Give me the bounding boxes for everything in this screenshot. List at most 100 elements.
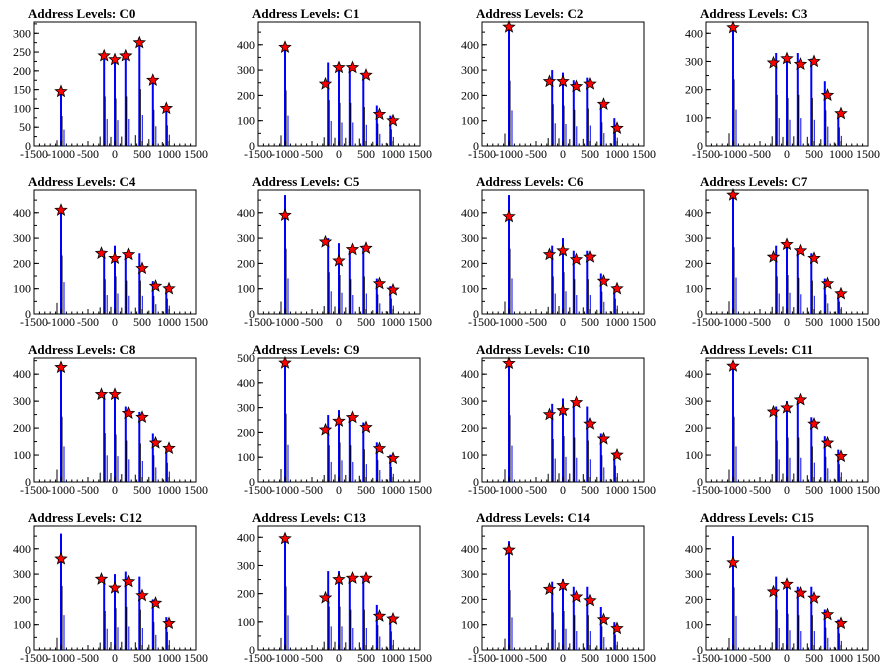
histogram-peak [786, 401, 788, 482]
x-tick-label: 0 [784, 483, 790, 497]
peak-marker [97, 48, 111, 62]
peak-marker [766, 584, 781, 598]
histogram-peak [837, 619, 840, 650]
y-tick-label: 0 [473, 139, 479, 153]
x-tick-label: -500 [749, 147, 771, 161]
histogram-peak [551, 70, 554, 146]
peak-marker [121, 574, 136, 588]
histogram-peak [613, 286, 616, 314]
y-tick-label: 200 [461, 592, 479, 606]
peak-marker [610, 621, 624, 635]
chart-plot: 0 100 200 300 400 -1500 -1000 -500 0 500 1000 1500 [13, 357, 208, 497]
chart-panel: Address Levels: C9 0 100 200 300 400 500 -1500-… [224, 336, 448, 504]
peak-marker [345, 571, 360, 584]
chart-title: Address Levels: C5 [252, 174, 360, 189]
peak-marker [372, 107, 387, 121]
peak-marker [583, 76, 597, 90]
histogram-peak [389, 454, 392, 482]
histogram-peak [375, 442, 378, 482]
histogram-peak [732, 536, 734, 650]
chart-panel: Address Levels: C14 0 100 200 300 400 -1500 -10… [448, 504, 672, 672]
chart-plot: 0 100 200 300 400 -1500 -1000 -500 0 500 1000 1500 [237, 525, 432, 665]
histogram-peak [362, 422, 365, 482]
y-tick-label: 100 [237, 282, 255, 296]
histogram-peak [103, 250, 106, 314]
y-tick-label: 200 [13, 592, 31, 606]
y-tick-label: 400 [461, 206, 479, 220]
y-tick-label: 300 [13, 231, 31, 245]
histogram-peak [837, 112, 840, 146]
peak-marker [807, 416, 821, 430]
y-tick-label: 100 [13, 282, 31, 296]
peak-marker [542, 407, 557, 421]
histogram-peak [60, 363, 62, 482]
y-tick-label: 100 [685, 618, 703, 632]
histogram-peak [786, 243, 788, 314]
y-tick-label: 200 [685, 592, 703, 606]
x-tick-label: 500 [581, 651, 599, 665]
y-tick-label: 100 [685, 282, 703, 296]
x-tick-label: 500 [357, 483, 375, 497]
peak-marker [278, 208, 292, 222]
histogram-peak [823, 81, 826, 146]
peak-marker [583, 249, 597, 263]
peak-marker [372, 609, 387, 622]
x-tick-label: -1500 [692, 315, 720, 329]
x-tick-label: -1000 [719, 651, 747, 665]
peak-marker [780, 237, 794, 251]
peak-marker [820, 435, 835, 449]
chart-title: Address Levels: C4 [28, 174, 136, 189]
y-tick-label: 400 [685, 367, 703, 381]
y-tick-label: 200 [13, 64, 31, 78]
peak-marker [108, 251, 122, 265]
x-tick-label: 1000 [381, 483, 405, 497]
peak-marker [162, 281, 176, 295]
histogram-peak [508, 27, 510, 146]
chart-title: Address Levels: C0 [28, 6, 136, 21]
histogram-peak [124, 55, 127, 147]
chart-plot: 0 100 200 300 400 -1500 -1000 -500 0 500 1000 1500 [13, 189, 208, 329]
histogram-peak [138, 42, 141, 146]
x-tick-label: 1500 [408, 483, 432, 497]
histogram-peak [375, 105, 378, 146]
peak-marker [556, 403, 570, 417]
chart-plot: 0 100 200 300 400 -1500 -1000 -500 0 500 1000 1500 [685, 20, 880, 161]
y-tick-label: 300 [685, 54, 703, 68]
peak-marker [359, 571, 373, 584]
y-tick-label: 0 [25, 475, 31, 489]
x-tick-label: 1000 [157, 651, 181, 665]
peak-marker [820, 276, 835, 290]
histogram-peak [613, 452, 616, 482]
y-tick-label: 100 [461, 114, 479, 128]
y-tick-label: 400 [237, 530, 255, 544]
x-tick-label: 500 [581, 147, 599, 161]
histogram-peak [284, 195, 286, 314]
chart-panel: Address Levels: C13 0 100 200 300 400 -1500 -10… [224, 504, 448, 672]
y-tick-label: 200 [461, 421, 479, 435]
histogram-peak [284, 44, 286, 146]
y-tick-label: 400 [461, 542, 479, 556]
x-tick-label: 500 [581, 315, 599, 329]
y-tick-label: 0 [25, 139, 31, 153]
histogram-peak [338, 410, 340, 482]
x-tick-label: 1500 [184, 315, 208, 329]
y-tick-label: 300 [13, 394, 31, 408]
y-tick-label: 50 [19, 120, 31, 134]
y-tick-label: 0 [697, 307, 703, 321]
y-tick-label: 400 [237, 38, 255, 52]
peak-marker [108, 580, 122, 594]
chart-panel: Address Levels: C15 0 100 200 300 400 -1500 -10… [672, 504, 896, 672]
chart-plot: 0 100 200 300 400 500 -1500 -1000 -500 0 500 1000 15… [237, 351, 432, 497]
x-tick-label: 1000 [605, 483, 629, 497]
y-tick-label: 0 [697, 139, 703, 153]
peak-marker [332, 253, 346, 267]
peak-marker [54, 203, 68, 216]
x-tick-label: -1000 [271, 651, 299, 665]
y-tick-label: 300 [685, 394, 703, 408]
y-tick-label: 100 [237, 615, 255, 629]
y-tick-label: 0 [25, 307, 31, 321]
peak-marker [359, 241, 373, 254]
y-tick-label: 300 [13, 26, 31, 40]
y-tick-label: 100 [461, 618, 479, 632]
y-tick-label: 200 [237, 587, 255, 601]
